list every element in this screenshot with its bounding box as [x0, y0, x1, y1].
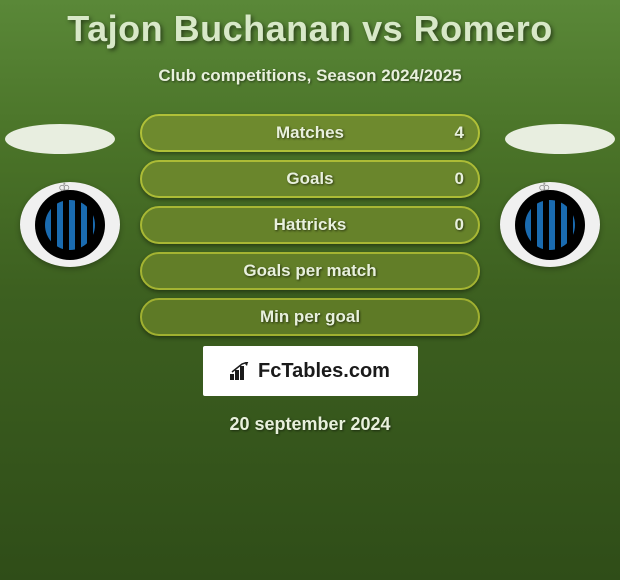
club-brugge-logo: ♔ [20, 182, 120, 267]
player-placeholder-right [505, 124, 615, 154]
stat-row-goals: Goals 0 [140, 160, 480, 198]
chart-icon [230, 362, 252, 380]
stat-value-right: 0 [455, 215, 464, 235]
stat-row-hattricks: Hattricks 0 [140, 206, 480, 244]
date-text: 20 september 2024 [0, 414, 620, 435]
watermark-text: FcTables.com [258, 360, 390, 383]
stat-row-matches: Matches 4 [140, 114, 480, 152]
stat-value-right: 0 [455, 169, 464, 189]
stat-label: Min per goal [260, 307, 360, 327]
stat-label: Goals per match [243, 261, 376, 281]
comparison-title: Tajon Buchanan vs Romero [0, 0, 620, 50]
club-logo-left: ♔ [20, 182, 120, 267]
watermark-badge: FcTables.com [203, 346, 418, 396]
stat-value-right: 4 [455, 123, 464, 143]
stat-label: Goals [286, 169, 333, 189]
club-brugge-logo: ♔ [500, 182, 600, 267]
stat-row-goals-per-match: Goals per match [140, 252, 480, 290]
club-logo-right: ♔ [500, 182, 600, 267]
player-placeholder-left [5, 124, 115, 154]
stat-row-min-per-goal: Min per goal [140, 298, 480, 336]
comparison-subtitle: Club competitions, Season 2024/2025 [0, 66, 620, 86]
content-area: ♔ ♔ Matches 4 Goals 0 Hattricks 0 Goals … [0, 114, 620, 435]
stats-list: Matches 4 Goals 0 Hattricks 0 Goals per … [140, 114, 480, 336]
stat-label: Hattricks [274, 215, 347, 235]
stat-label: Matches [276, 123, 344, 143]
